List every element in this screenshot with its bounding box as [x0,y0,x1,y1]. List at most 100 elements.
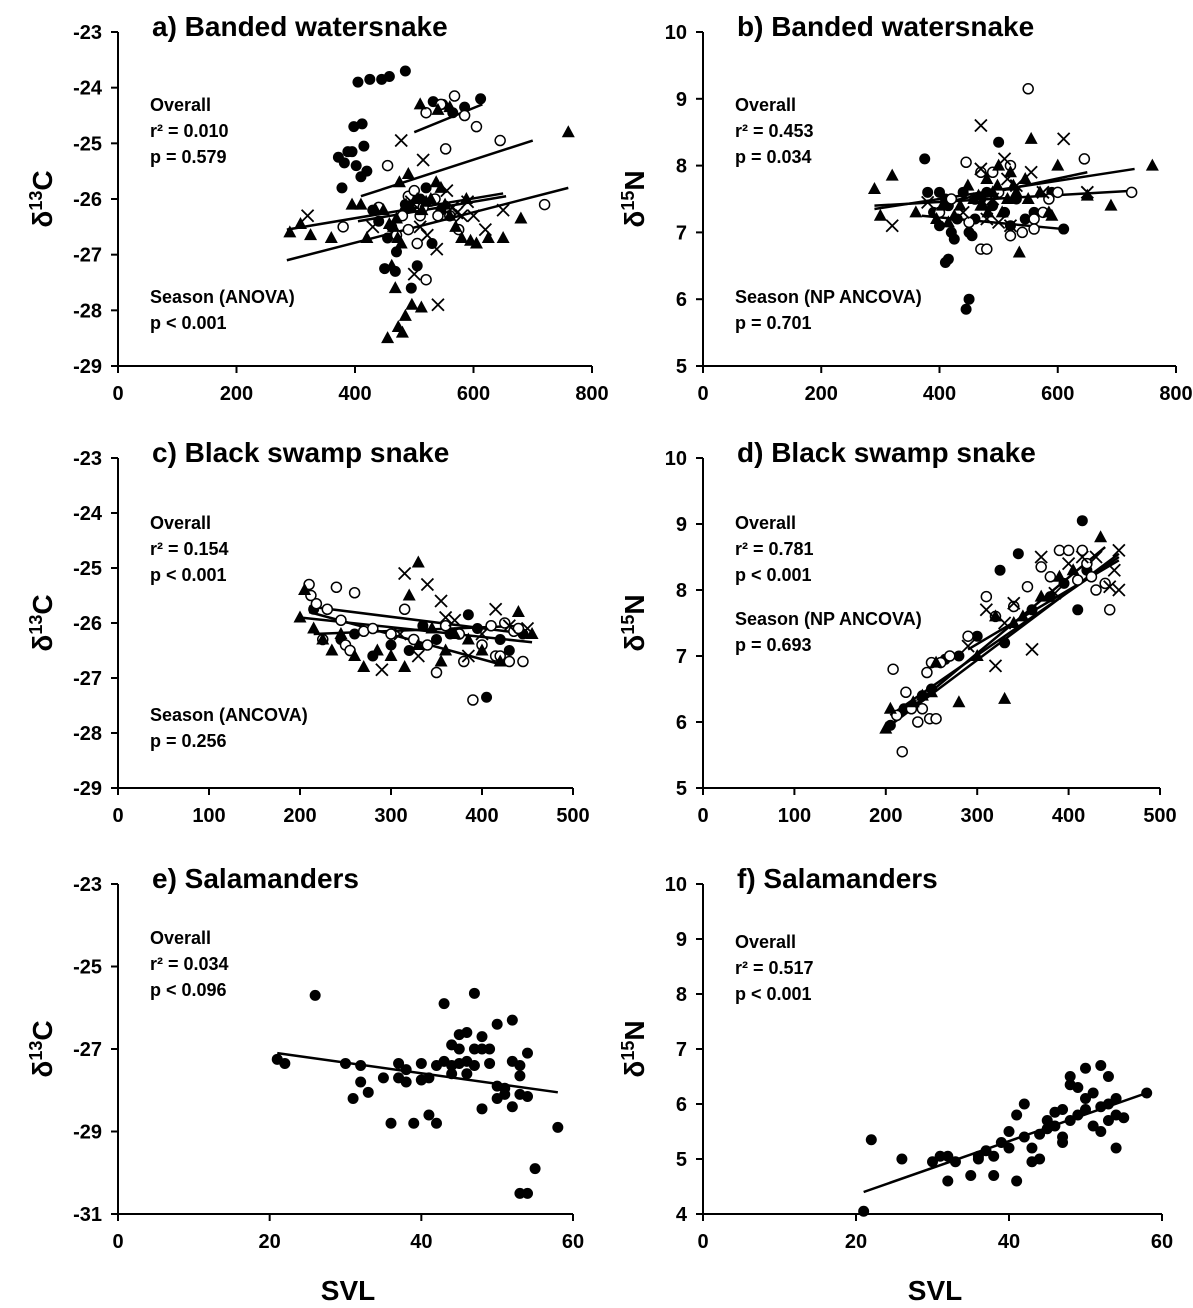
point-open-circle [962,630,974,642]
point-filled-circle [942,1175,954,1187]
x-tick-label: 20 [259,1231,281,1253]
point-filled-circle [1118,1112,1130,1124]
point-filled-circle [423,1072,435,1084]
stat-annotation: r² = 0.453 [735,121,814,141]
regression-line [286,186,569,262]
point-cross [1112,543,1126,558]
point-triangle [885,168,899,181]
point-cross [520,621,535,636]
point-filled-circle [934,186,945,198]
x-tick-label: 800 [1159,383,1192,405]
point-open-circle [963,216,975,229]
point-filled-circle [481,691,493,703]
point-triangle [325,643,339,656]
point-filled-circle [491,1018,503,1030]
point-triangle [990,178,1004,191]
point-filled-circle [1110,1142,1122,1154]
point-triangle [1024,131,1038,144]
point-cross [431,298,445,312]
point-triangle [434,180,448,193]
stat-annotation: Overall [150,928,211,948]
point-filled-circle [415,1057,427,1069]
point-filled-circle [552,1121,564,1133]
point-filled-circle [966,230,978,242]
y-tick-label: -26 [73,613,102,635]
point-filled-circle [927,1156,938,1168]
panel-c: -23 -24 -25 -26 -27 -28 -29 0 100 200 300 400 500 c) … [26,437,590,827]
regression-line [921,214,1064,231]
point-filled-circle [423,1109,435,1121]
point-cross [489,602,503,616]
point-triangle [387,219,401,232]
y-tick-label: -29 [73,1122,102,1144]
point-triangle [439,643,453,656]
x-tick-label: 0 [697,805,708,827]
stat-annotation: p = 0.693 [735,635,812,655]
point-filled-circle [514,1187,526,1199]
point-filled-circle [1011,1175,1023,1187]
x-tick-label: 400 [923,383,956,405]
point-cross [997,616,1012,630]
y-tick-label: -25 [73,558,102,580]
point-open-circle [337,221,349,233]
y-axis-label: δ15N [618,594,650,651]
point-cross [1112,583,1126,597]
x-tick-label: 500 [556,805,589,827]
point-triangle [449,219,463,232]
stat-annotation: p < 0.096 [150,980,227,1000]
point-filled-circle [1080,1104,1091,1115]
point-open-circle [1044,571,1057,583]
point-filled-circle [390,246,402,258]
y-tick-label: -25 [73,957,102,979]
point-filled-circle [377,1072,389,1084]
point-open-circle [458,109,471,122]
point-filled-circle [499,1088,511,1100]
y-tick-label: 5 [676,356,687,378]
point-open-circle [420,106,432,119]
point-triangle [424,192,438,204]
y-axis-label-element: C [27,1020,58,1040]
x-tick-label: 0 [112,1231,123,1253]
point-open-circle [432,209,444,222]
point-cross [1080,185,1094,199]
x-tick-label: 500 [1143,805,1176,827]
point-cross [1057,132,1071,146]
point-filled-circle [934,1150,946,1162]
y-axis-label-element: N [619,170,650,190]
point-filled-circle [963,293,975,305]
y-tick-label: -23 [73,22,102,44]
point-triangle [357,660,371,672]
point-filled-circle [459,101,471,113]
point-filled-circle [1087,1120,1099,1132]
panel-d: 10 9 8 7 6 50 100 200 300 400 500 d) Black swamp sn… [618,437,1177,827]
y-tick-label: 8 [676,984,687,1006]
point-triangle [455,230,469,243]
point-open-circle [1008,600,1020,613]
stat-annotation: Overall [735,513,796,533]
y-tick-label: 8 [676,580,687,602]
y-axis-label-delta: δ [27,211,58,228]
point-open-circle [385,628,397,640]
point-cross [991,215,1006,230]
point-open-circle [439,143,452,155]
panel-title: f) Salamanders [737,863,938,894]
point-open-circle [1125,186,1138,199]
point-cross [448,613,462,627]
point-open-circle [421,639,434,651]
point-triangle [961,178,975,191]
point-open-circle [538,198,551,211]
x-axis-label-left: SVL [321,1275,375,1306]
y-axis-label-element: N [619,594,650,614]
point-open-circle [945,193,958,205]
point-filled-circle [988,1170,1000,1181]
stat-annotation: Overall [150,513,211,533]
point-filled-circle [1080,1093,1091,1104]
x-tick-label: 60 [562,1231,584,1253]
point-filled-circle [355,1060,367,1071]
point-filled-circle [953,650,965,662]
point-filled-circle [462,609,474,621]
point-cross [461,649,475,663]
point-triangle [385,258,399,271]
point-filled-circle [1019,213,1031,225]
point-filled-circle [1003,1142,1015,1154]
